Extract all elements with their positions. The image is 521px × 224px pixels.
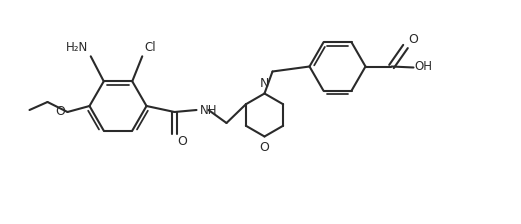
Text: O: O <box>56 105 66 118</box>
Text: OH: OH <box>415 60 432 73</box>
Text: H₂N: H₂N <box>66 41 88 54</box>
Text: NH: NH <box>200 103 217 116</box>
Text: O: O <box>178 135 188 148</box>
Text: O: O <box>408 32 418 45</box>
Text: Cl: Cl <box>144 41 156 54</box>
Text: O: O <box>259 140 269 153</box>
Text: N: N <box>260 77 269 90</box>
